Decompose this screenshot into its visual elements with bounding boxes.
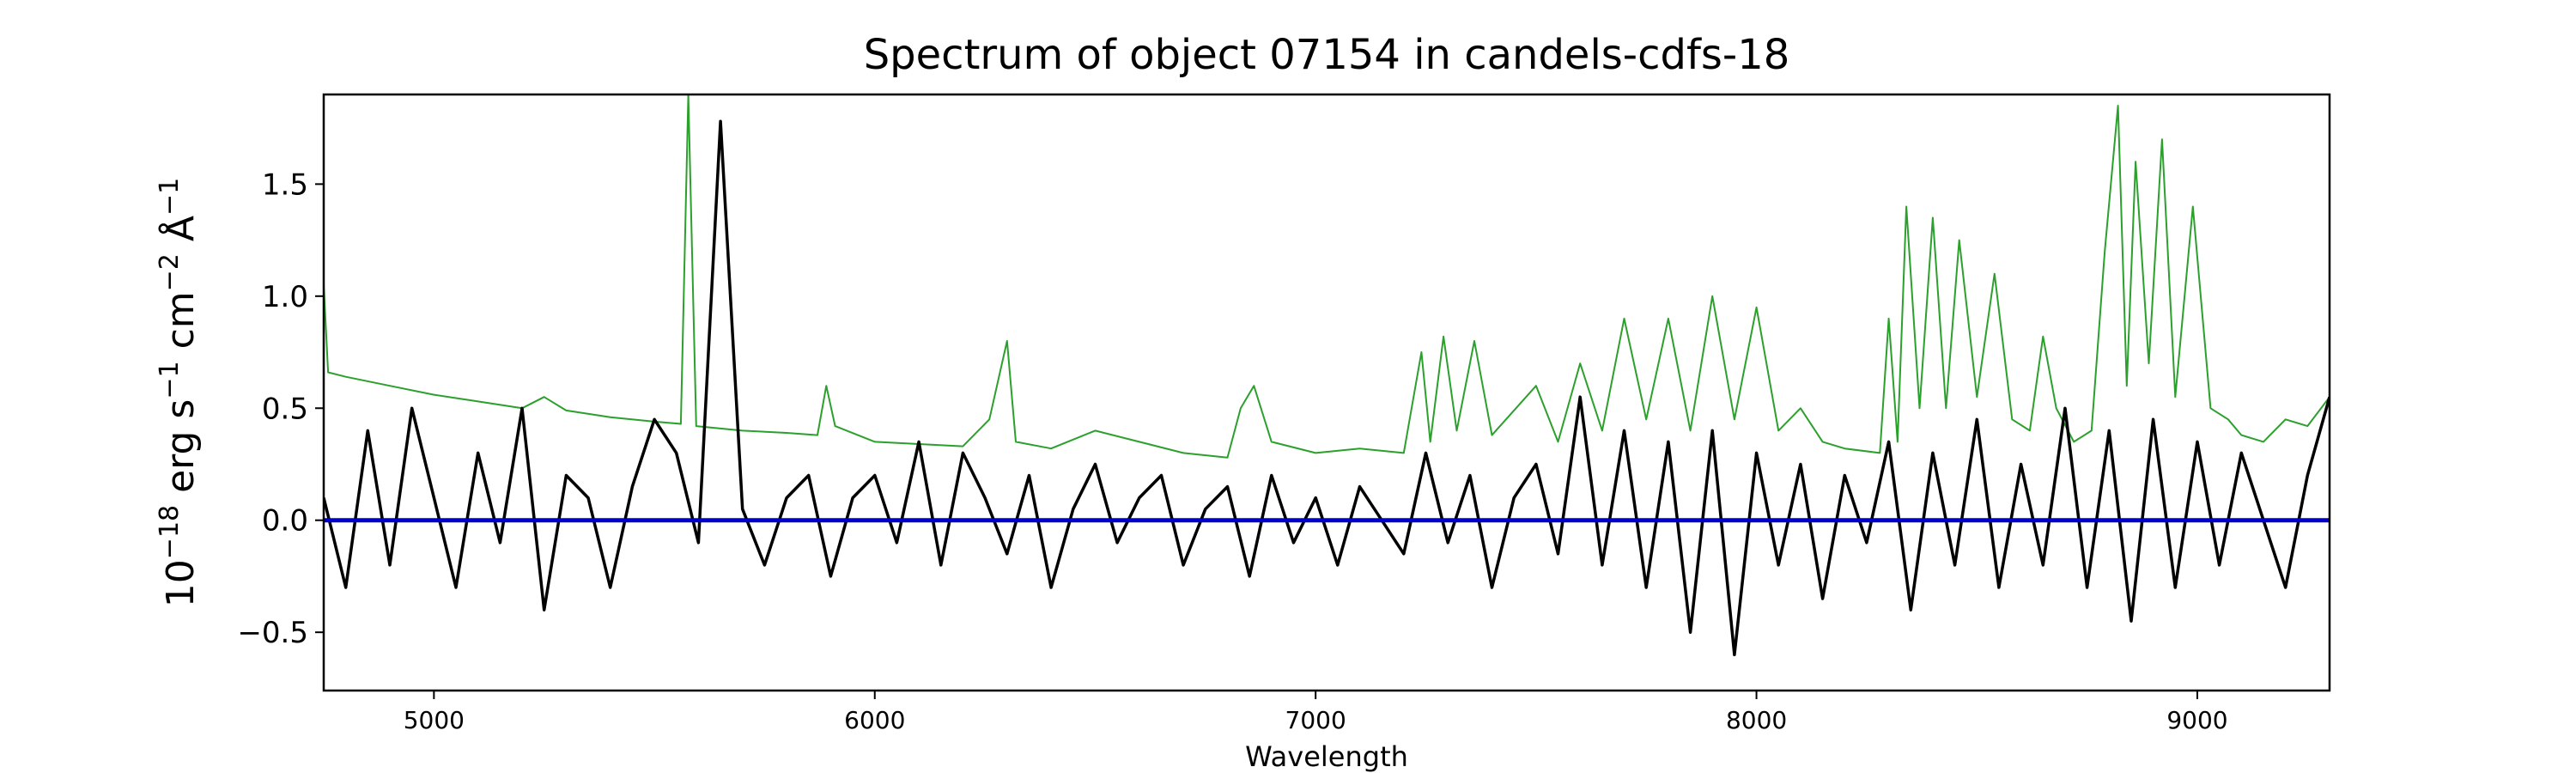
x-tick-label: 6000 [844,706,905,734]
y-label-text: Å [157,216,203,253]
x-tick-label: 8000 [1726,706,1787,734]
x-tick-label: 9000 [2166,706,2227,734]
y-tick-label: 0.5 [262,392,308,426]
y-tick-label: 1.0 [262,280,308,314]
x-tick-label: 5000 [404,706,465,734]
y-label-text: cm [159,291,203,361]
chart-title: Spectrum of object 07154 in candels-cdfs… [864,31,1790,79]
y-label-exponent: −1 [155,361,185,399]
spectrum-line [324,119,2330,657]
x-tick-label: 7000 [1285,706,1346,734]
spectrum-line [324,94,2330,459]
y-tick-label: −0.5 [237,616,308,650]
y-label-exponent: −2 [155,253,185,291]
y-tick-label: 0.0 [262,504,308,539]
y-label-exponent: −1 [155,178,185,216]
y-axis-label: 10−18 erg s−1 cm−2 Å−1 [155,178,203,607]
y-tick-label: 1.5 [262,167,308,202]
x-axis-label: Wavelength [1245,740,1408,773]
y-label-exponent: −18 [155,505,185,559]
y-label-text: 10 [159,559,203,607]
plot-frame [322,93,2331,692]
plot-area [324,94,2330,657]
y-label-text: erg s [159,399,203,505]
